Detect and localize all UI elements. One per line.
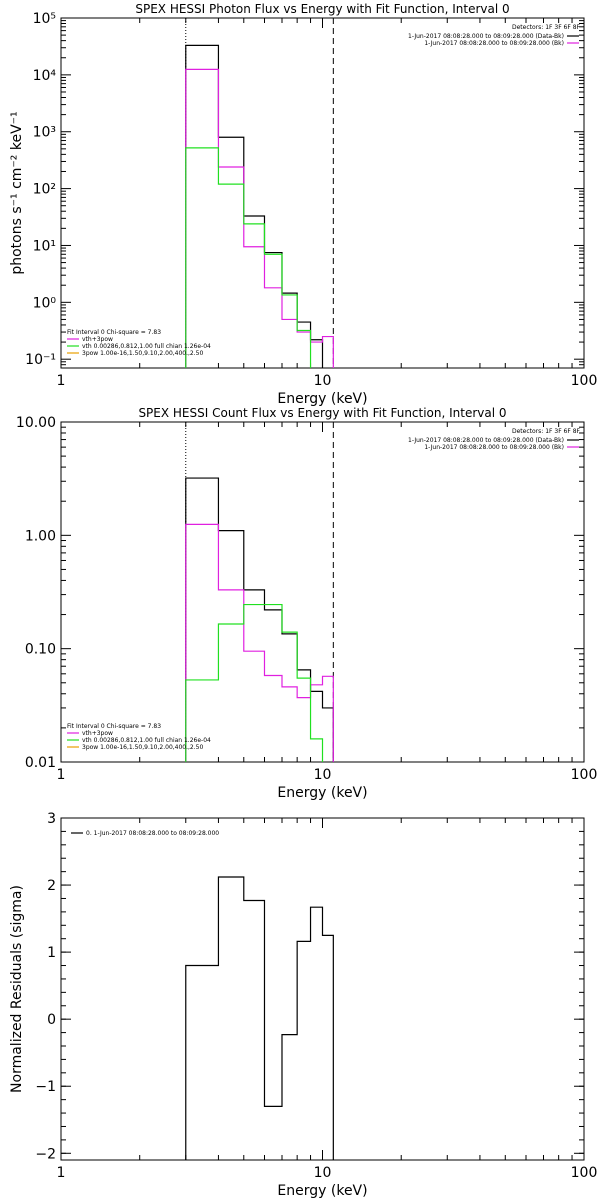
- x-tick-label: 100: [571, 767, 598, 783]
- y-tick-label: 10.00: [16, 415, 56, 431]
- legend-entry: vth 0.00286,0.812,1.00 full chian 1.26e-…: [82, 343, 211, 350]
- series-green-step: [185, 147, 312, 368]
- x-axis-label: Energy (keV): [277, 785, 367, 801]
- chart-title: SPEX HESSI Photon Flux vs Energy with Fi…: [135, 2, 509, 16]
- legend-entry: 0. 1-Jun-2017 08:08:28.000 to 08:09:28.0…: [86, 830, 219, 837]
- x-axis-label: Energy (keV): [277, 1183, 367, 1199]
- y-tick-label: 0: [47, 1012, 56, 1028]
- series-0-step: [185, 876, 334, 1160]
- legend-entry: 1-Jun-2017 08:08:28.000 to 08:09:28.000 …: [424, 40, 564, 47]
- legend-entry: 1-Jun-2017 08:08:28.000 to 08:09:28.000 …: [424, 444, 564, 451]
- x-tick-label: 1: [57, 767, 66, 783]
- legend-entry: 1-Jun-2017 08:08:28.000 to 08:09:28.000 …: [408, 33, 564, 40]
- legend-entry: vth 0.00286,0.812,1.00 full chian 1.26e-…: [82, 737, 211, 744]
- y-tick-label: 10⁴: [33, 68, 57, 84]
- y-tick-label: 10⁰: [33, 295, 57, 311]
- y-tick-label: 10⁵: [33, 11, 56, 27]
- legend-fit-header: Fit Interval 0 Chi-square = 7.83: [67, 329, 161, 336]
- plot-frame: [60, 817, 585, 1161]
- panel-resid: 1 10 100 −2 −1 0 1 2 3 Energy (keV) Normalized Res…: [9, 811, 597, 1199]
- x-tick-label: 1: [57, 1165, 66, 1181]
- y-tick-label: 2: [47, 878, 56, 894]
- x-axis-label: Energy (keV): [277, 391, 367, 407]
- y-tick-label: −1: [35, 1079, 56, 1095]
- y-tick-label: 10²: [33, 182, 56, 198]
- y-tick-label: 3: [47, 811, 56, 827]
- y-tick-label: 10¹: [33, 238, 56, 254]
- legend-entry: vth+3pow: [82, 730, 113, 737]
- x-tick-label: 10: [314, 373, 332, 389]
- x-tick-label: 100: [571, 373, 598, 389]
- series-magenta-step: [185, 523, 334, 762]
- y-tick-label: −2: [35, 1146, 56, 1162]
- legend-entry: vth+3pow: [82, 336, 113, 343]
- series-green-step: [185, 603, 324, 762]
- x-tick-label: 100: [571, 1165, 598, 1181]
- y-tick-label: 10³: [33, 125, 56, 141]
- x-tick-label: 10: [314, 1165, 332, 1181]
- legend-entry: 3pow 1.00e-16,1.50,9.10,2.00,400.,2.50: [82, 350, 203, 357]
- data-layer: [185, 477, 334, 762]
- panel-count: 1 10 100 0.01 0.10 1.00 10.00 SPEX HESSI Count …: [16, 406, 597, 801]
- y-axis-label: Normalized Residuals (sigma): [9, 885, 25, 1093]
- x-tick-label: 1: [57, 373, 66, 389]
- legend-entry: 1-Jun-2017 08:08:28.000 to 08:09:28.000 …: [408, 437, 564, 444]
- y-axis-label: photons s⁻¹ cm⁻² keV⁻¹: [9, 111, 25, 274]
- legend-detectors: Detectors: 1F 3F 6F 8F: [512, 24, 581, 31]
- plot-frame: [60, 17, 585, 369]
- y-tick-label: 1.00: [25, 528, 56, 544]
- panel-photon: 1 10 100 10⁻¹ 10⁰ 10¹ 10² 10³ 10⁴ 10⁵ SPEX HESSI P…: [9, 2, 597, 407]
- series-black-step: [185, 44, 324, 368]
- data-layer: [185, 44, 334, 368]
- x-tick-label: 10: [314, 767, 332, 783]
- y-tick-label: 1: [47, 945, 56, 961]
- legend-fit-header: Fit Interval 0 Chi-square = 7.83: [67, 723, 161, 730]
- chart-title: SPEX HESSI Count Flux vs Energy with Fit…: [138, 406, 506, 420]
- y-tick-label: 0.01: [25, 755, 56, 771]
- legend-detectors: Detectors: 1F 3F 6F 8F: [512, 428, 581, 435]
- y-tick-label: 10⁻¹: [25, 352, 56, 368]
- legend-entry: 3pow 1.00e-16,1.50,9.10,2.00,400.,2.50: [82, 744, 203, 751]
- y-tick-label: 0.10: [25, 642, 56, 658]
- plot-frame: [60, 421, 585, 763]
- data-layer: [185, 876, 334, 1160]
